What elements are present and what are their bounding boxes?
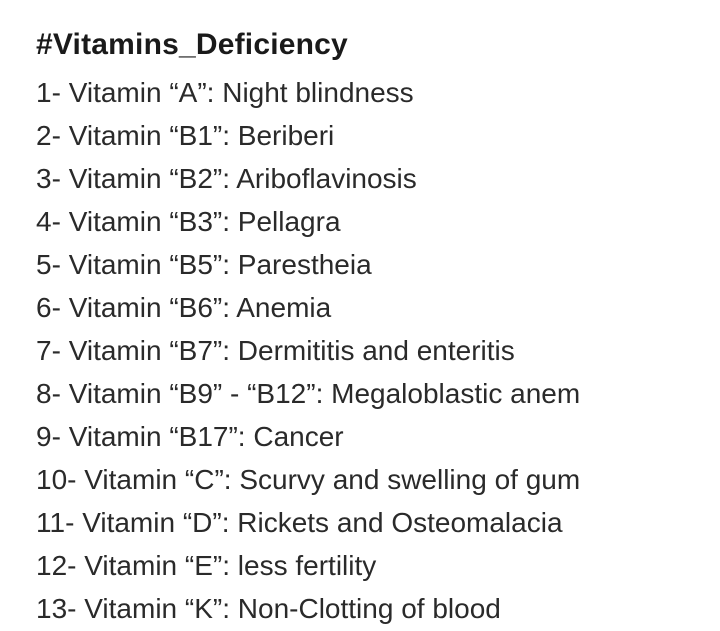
item-number: 9 (36, 421, 52, 452)
item-prefix: Vitamin (84, 464, 177, 495)
list-item: 13- Vitamin “K”: Non-Clotting of blood (36, 588, 696, 630)
item-prefix: Vitamin (69, 335, 162, 366)
list-item: 9- Vitamin “B17”: Cancer (36, 416, 696, 458)
item-prefix: Vitamin (84, 550, 177, 581)
list-item: 1- Vitamin “A”: Night blindness (36, 72, 696, 114)
item-number: 4 (36, 206, 52, 237)
item-prefix: Vitamin (69, 378, 162, 409)
list-item: 2- Vitamin “B1”: Beriberi (36, 115, 696, 157)
list-item: 10- Vitamin “C”: Scurvy and swelling of … (36, 459, 696, 501)
item-deficiency: Megaloblastic anem (331, 378, 580, 409)
item-number: 1 (36, 77, 52, 108)
item-number: 10 (36, 464, 67, 495)
item-number: 6 (36, 292, 52, 323)
item-vitamin: “B1” (169, 120, 222, 151)
item-vitamin: “B6” (169, 292, 222, 323)
item-prefix: Vitamin (69, 120, 162, 151)
item-vitamin: “K” (185, 593, 222, 624)
item-number: 8 (36, 378, 52, 409)
list-item: 4- Vitamin “B3”: Pellagra (36, 201, 696, 243)
item-deficiency: Anemia (236, 292, 331, 323)
item-vitamin: “D” (183, 507, 222, 538)
item-vitamin: “B17” (169, 421, 237, 452)
item-vitamin: “B3” (169, 206, 222, 237)
item-prefix: Vitamin (69, 77, 162, 108)
item-deficiency: Ariboflavinosis (236, 163, 417, 194)
item-number: 5 (36, 249, 52, 280)
list-item: 5- Vitamin “B5”: Parestheia (36, 244, 696, 286)
list-item: 11- Vitamin “D”: Rickets and Osteomalaci… (36, 502, 696, 544)
item-deficiency: Parestheia (238, 249, 372, 280)
item-number: 12 (36, 550, 67, 581)
list-item: 12- Vitamin “E”: less fertility (36, 545, 696, 587)
document-card: #Vitamins_Deficiency 1- Vitamin “A”: Nig… (0, 0, 720, 631)
item-number: 7 (36, 335, 52, 366)
item-deficiency: Beriberi (238, 120, 334, 151)
item-vitamin: “A” (169, 77, 206, 108)
item-prefix: Vitamin (69, 421, 162, 452)
item-deficiency: Non-Clotting of blood (238, 593, 501, 624)
item-vitamin: “E” (185, 550, 222, 581)
item-deficiency: Scurvy and swelling of gum (239, 464, 580, 495)
item-prefix: Vitamin (82, 507, 175, 538)
item-vitamin: “B2” (169, 163, 222, 194)
item-prefix: Vitamin (69, 292, 162, 323)
item-vitamin: “C” (185, 464, 224, 495)
item-deficiency: Dermititis and enteritis (238, 335, 515, 366)
item-number: 2 (36, 120, 52, 151)
item-deficiency: Pellagra (238, 206, 341, 237)
item-deficiency: Night blindness (222, 77, 413, 108)
item-deficiency: less fertility (238, 550, 376, 581)
item-prefix: Vitamin (69, 206, 162, 237)
item-prefix: Vitamin (84, 593, 177, 624)
list-item: 7- Vitamin “B7”: Dermititis and enteriti… (36, 330, 696, 372)
list-item: 3- Vitamin “B2”: Ariboflavinosis (36, 158, 696, 200)
item-vitamin: “B7” (169, 335, 222, 366)
item-deficiency: Rickets and Osteomalacia (237, 507, 562, 538)
list-item: 8- Vitamin “B9” - “B12”: Megaloblastic a… (36, 373, 696, 415)
item-prefix: Vitamin (69, 163, 162, 194)
item-deficiency: Cancer (253, 421, 343, 452)
item-number: 13 (36, 593, 67, 624)
list-item: 6- Vitamin “B6”: Anemia (36, 287, 696, 329)
page-title: #Vitamins_Deficiency (36, 28, 696, 62)
item-vitamin: “B9” - “B12” (169, 378, 315, 409)
item-number: 11 (36, 507, 65, 538)
vitamin-list: 1- Vitamin “A”: Night blindness2- Vitami… (36, 72, 696, 630)
item-number: 3 (36, 163, 52, 194)
item-prefix: Vitamin (69, 249, 162, 280)
item-vitamin: “B5” (169, 249, 222, 280)
